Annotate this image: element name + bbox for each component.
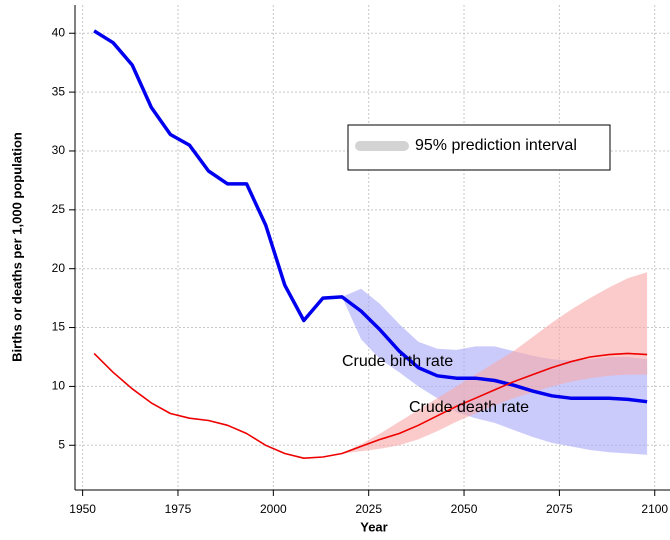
y-tick-label: 35 [52, 84, 66, 98]
series-annotation: Crude birth rate [342, 353, 453, 370]
y-tick-label: 5 [58, 437, 65, 451]
plot-area [93, 29, 648, 459]
y-axis-title: Births or deaths per 1,000 population [9, 132, 24, 362]
x-tick-label: 1950 [69, 502, 96, 516]
x-tick-label: 2025 [355, 502, 382, 516]
y-tick-label: 25 [52, 202, 66, 216]
series-annotation: Crude death rate [409, 399, 529, 416]
y-tick-label: 20 [52, 261, 66, 275]
series-line [93, 29, 648, 404]
x-tick-label: 1975 [165, 502, 192, 516]
x-tick-label: 2100 [641, 502, 668, 516]
legend: 95% prediction interval [347, 124, 611, 171]
legend-label: 95% prediction interval [415, 137, 577, 154]
x-tick-label: 2075 [546, 502, 573, 516]
y-tick-label: 10 [52, 379, 66, 393]
y-tick-label: 40 [52, 25, 66, 39]
prediction-band [342, 272, 648, 454]
series-line [93, 352, 648, 459]
x-axis-title: Year [360, 519, 387, 534]
x-tick-label: 2050 [451, 502, 478, 516]
y-tick-label: 15 [52, 320, 66, 334]
x-tick-label: 2000 [260, 502, 287, 516]
y-tick-label: 30 [52, 143, 66, 157]
